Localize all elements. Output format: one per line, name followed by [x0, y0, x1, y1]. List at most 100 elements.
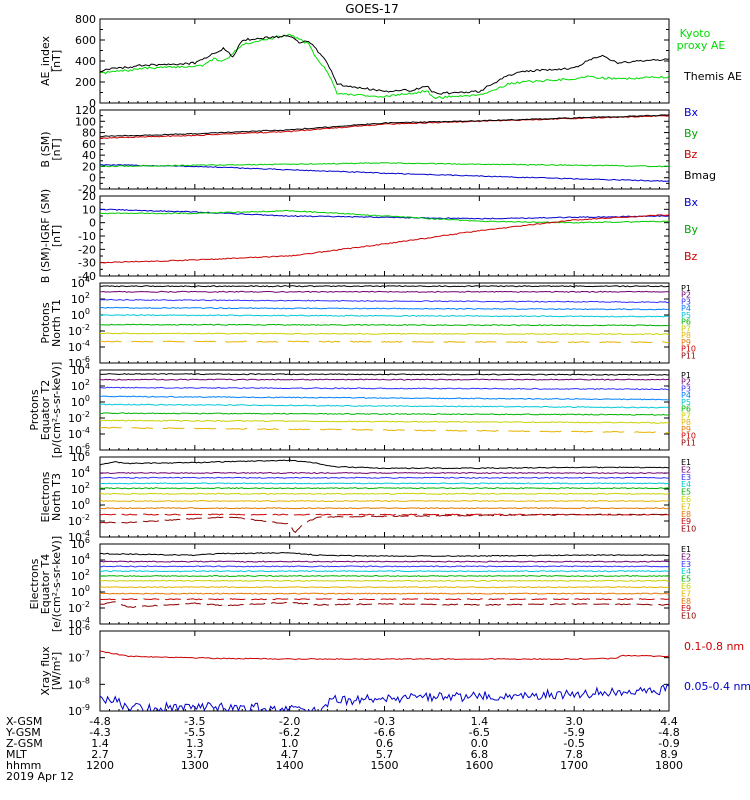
legend-label: P8: [681, 418, 691, 427]
legend-label: proxy AE: [677, 39, 726, 52]
series-line-p5: [100, 403, 669, 409]
series-group: [100, 208, 669, 264]
series-line-e4: [100, 570, 669, 573]
series-line-p6: [100, 412, 669, 416]
legend-label: Kyoto: [680, 27, 711, 40]
ephemeris-value: 3.7: [186, 748, 204, 761]
y-axis-label: Equator T4: [39, 554, 52, 614]
ephemeris-value: -0.3: [374, 715, 395, 728]
ephemeris-value: -4.3: [89, 726, 110, 739]
ephemeris-value: -6.5: [469, 726, 490, 739]
legend-label: Bz: [684, 148, 698, 161]
ephemeris-value: 5.7: [376, 748, 394, 761]
legend-label: E9: [681, 604, 691, 613]
y-axis-label: [nT]: [50, 50, 63, 72]
legend-label: E1: [681, 545, 691, 554]
ephemeris-value: 1200: [86, 759, 114, 772]
series-group: [100, 114, 669, 182]
series-line-e3: [100, 565, 669, 568]
legend-label: By: [684, 223, 699, 236]
legend-label: E9: [681, 517, 691, 526]
ephemeris-value: 1.0: [281, 737, 299, 750]
ephemeris-row-label: hhmm: [6, 759, 41, 772]
y-axis-label: B (SM)-IGRF (SM): [39, 189, 52, 283]
legend-label: P3: [681, 384, 691, 393]
ephemeris-value: 1400: [276, 759, 304, 772]
legend-label: Bz: [684, 250, 698, 263]
ephemeris-value: 0.6: [376, 737, 394, 750]
y-tick-label: 0: [89, 172, 96, 185]
legend: Bx By Bz Bmag: [684, 106, 716, 182]
legend-label: P9: [681, 425, 691, 434]
series-line-e8: [100, 507, 669, 510]
y-axis-label: North T3: [50, 473, 63, 521]
legend-label: E10: [681, 525, 696, 534]
series-line-e4: [100, 482, 669, 485]
ephemeris-value: -2.0: [279, 715, 300, 728]
series-group: [100, 650, 669, 711]
x-axis-ephemeris-table: X-GSM -4.8 -3.5 -2.0 -0.3 1.4 3.0 4.4Y-GSM -4.3-…: [5, 715, 683, 783]
series-group: [100, 285, 669, 344]
y-axis-label: [W/m²]: [50, 652, 63, 690]
series-line-p3: [100, 298, 669, 304]
legend-label: E2: [681, 465, 691, 474]
series-line-p7: [100, 332, 669, 336]
ephemeris-value: -6.2: [279, 726, 300, 739]
ephemeris-value: 1300: [181, 759, 209, 772]
ephemeris-value: 1.4: [91, 737, 109, 750]
date-label: 2019 Apr 12: [6, 770, 74, 783]
ephemeris-value: -5.9: [563, 726, 584, 739]
y-axis-label: Xray flux: [39, 646, 52, 696]
legend-label: P2: [681, 291, 691, 300]
legend-label: P5: [681, 311, 691, 320]
legend-label: E3: [681, 473, 691, 482]
series-line-by: [100, 162, 669, 168]
legend: Bx By Bz: [684, 196, 699, 263]
legend-label: P6: [681, 405, 691, 414]
series-line-0-1-0-8-nm: [100, 650, 669, 661]
legend-label: P6: [681, 318, 691, 327]
y-axis-label: AE_index: [39, 35, 52, 86]
chart-title: GOES-17: [345, 2, 399, 16]
legend-label: P7: [681, 411, 691, 420]
series-line-e2: [100, 471, 669, 475]
ephemeris-value: -5.5: [184, 726, 205, 739]
legend-label: P10: [681, 345, 696, 354]
series-line-themis-ae: [100, 34, 669, 95]
y-tick-label: -30: [78, 257, 96, 270]
legend-label: E4: [681, 567, 691, 576]
y-tick-label: -20: [78, 243, 96, 256]
y-tick-label: 800: [75, 13, 96, 26]
y-axis-label: [nT]: [50, 138, 63, 160]
legend-label: P8: [681, 331, 691, 340]
series-line-p1: [100, 285, 669, 288]
series-line-bz: [100, 114, 669, 140]
legend-label: P5: [681, 398, 691, 407]
y-tick-label: 100: [75, 115, 96, 128]
series-line-e6: [100, 579, 669, 582]
series-line-p8: [100, 340, 669, 344]
legend-label: P11: [681, 351, 696, 360]
y-axis-label: [p/(cm²-s-sr-keV)]: [50, 362, 63, 459]
ephemeris-value: 1600: [465, 759, 493, 772]
ephemeris-value: 2.7: [91, 748, 109, 761]
legend-label: E4: [681, 480, 691, 489]
y-axis-label: Equator T2: [39, 380, 52, 440]
legend-label: P7: [681, 324, 691, 333]
legend-label: By: [684, 127, 699, 140]
y-tick-label: 20: [82, 160, 96, 173]
series-line-p4: [100, 306, 669, 311]
y-tick-label: 120: [75, 104, 96, 117]
y-axis-label: [nT]: [50, 225, 63, 247]
legend-label: Themis AE: [683, 70, 742, 83]
legend-label: E1: [681, 458, 691, 467]
series-line-p2: [100, 290, 669, 293]
ephemeris-value: 0.0: [471, 737, 489, 750]
legend-label: P4: [681, 391, 691, 400]
legend-label: Bmag: [684, 169, 716, 182]
